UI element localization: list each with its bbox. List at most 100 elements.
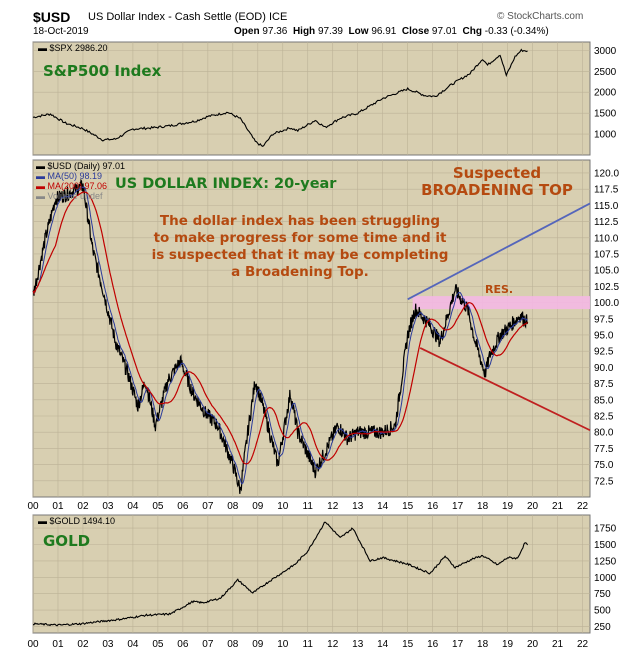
x-tick-label: 06: [177, 639, 189, 650]
x-tick-label: 11: [303, 501, 314, 512]
x-tick-label: 13: [352, 639, 364, 650]
usd-ma50-line: [32, 186, 528, 485]
y-tick-label: 500: [594, 606, 611, 617]
x-tick-label: 20: [527, 639, 539, 650]
y-tick-label: 105.0: [594, 266, 619, 277]
spx-price-line: [32, 48, 528, 147]
y-tick-label: 95.0: [594, 330, 614, 341]
x-tick-label: 19: [502, 501, 514, 512]
y-tick-label: 77.5: [594, 444, 614, 455]
x-tick-label: 07: [202, 501, 214, 512]
y-tick-label: 115.0: [594, 201, 619, 212]
usd-legend-entry: ▬ $USD (Daily) 97.01: [36, 161, 125, 171]
x-tick-label: 15: [402, 501, 414, 512]
y-tick-label: 3000: [594, 46, 617, 57]
resistance-zone: [412, 296, 590, 310]
y-tick-label: 1500: [594, 540, 617, 551]
lower-trendline: [419, 347, 591, 432]
x-tick-label: 00: [27, 501, 39, 512]
y-tick-label: 120.0: [594, 168, 619, 179]
y-tick-label: 92.5: [594, 347, 614, 358]
x-tick-label: 20: [527, 501, 539, 512]
instrument-name: US Dollar Index - Cash Settle (EOD) ICE: [88, 11, 288, 23]
panel-3-background: [32, 514, 591, 634]
x-tick-label: 17: [452, 501, 464, 512]
upper-trendline: [407, 202, 591, 301]
x-tick-label: 11: [303, 639, 314, 650]
ohlc-readout: Open 97.36 High 97.39 Low 96.91 Close 97…: [234, 26, 549, 37]
x-tick-label: 17: [452, 639, 464, 650]
y-tick-label: 107.5: [594, 249, 619, 260]
y-tick-label: 80.0: [594, 428, 614, 439]
pattern-title-line: BROADENING TOP: [421, 181, 573, 199]
y-tick-label: 75.0: [594, 460, 614, 471]
x-tick-label: 01: [52, 639, 64, 650]
usd-ma200-line: [32, 191, 528, 465]
x-tick-label: 21: [552, 501, 564, 512]
usd-legend-entry: ▬ MA(200) 97.06: [36, 181, 107, 191]
x-tick-label: 08: [227, 501, 239, 512]
x-tick-label: 18: [477, 501, 489, 512]
y-tick-label: 87.5: [594, 379, 614, 390]
y-tick-label: 72.5: [594, 476, 614, 487]
quote-date: 18-Oct-2019: [33, 26, 89, 37]
y-tick-label: 250: [594, 622, 611, 633]
x-tick-label: 04: [127, 639, 139, 650]
pattern-title-line: Suspected: [453, 164, 541, 182]
panel-2-background: [32, 159, 591, 498]
x-tick-label: 13: [352, 501, 364, 512]
x-tick-label: 00: [27, 639, 39, 650]
y-tick-label: 1500: [594, 109, 617, 120]
x-tick-label: 07: [202, 639, 214, 650]
x-tick-label: 19: [502, 639, 514, 650]
spx-title: S&P500 Index: [43, 62, 162, 80]
x-tick-label: 12: [327, 501, 339, 512]
x-tick-label: 03: [102, 639, 114, 650]
x-tick-label: 09: [252, 639, 264, 650]
x-tick-label: 22: [577, 501, 589, 512]
y-tick-label: 1750: [594, 524, 617, 535]
y-tick-label: 750: [594, 589, 611, 600]
x-tick-label: 04: [127, 501, 139, 512]
x-tick-label: 16: [427, 501, 439, 512]
x-tick-label: 18: [477, 639, 489, 650]
x-tick-label: 21: [552, 639, 564, 650]
y-tick-label: 100.0: [594, 298, 619, 309]
x-tick-label: 05: [152, 639, 164, 650]
x-tick-label: 10: [277, 639, 289, 650]
x-tick-label: 02: [77, 501, 89, 512]
commentary-line: is suspected that it may be completing: [152, 247, 449, 263]
usd-legend-entry: ▬ MA(50) 98.19: [36, 171, 102, 181]
resistance-label: RES.: [485, 283, 513, 296]
y-tick-label: 1250: [594, 556, 617, 567]
source-credit: © StockCharts.com: [497, 11, 584, 22]
y-tick-label: 1000: [594, 130, 617, 141]
y-tick-label: 97.5: [594, 314, 614, 325]
ticker-symbol: $USD: [33, 9, 71, 25]
y-tick-label: 110.0: [594, 233, 619, 244]
x-tick-label: 16: [427, 639, 439, 650]
x-tick-label: 09: [252, 501, 264, 512]
usd-legend-entry: ▬ Volume undef: [36, 191, 103, 201]
x-tick-label: 22: [577, 639, 589, 650]
x-tick-label: 14: [377, 501, 389, 512]
x-tick-label: 10: [277, 501, 289, 512]
chart-header: $USD US Dollar Index - Cash Settle (EOD)…: [0, 0, 622, 42]
commentary-line: a Broadening Top.: [231, 264, 369, 280]
gold-price-line: [33, 521, 529, 627]
y-tick-label: 82.5: [594, 411, 614, 422]
x-tick-label: 01: [52, 501, 64, 512]
y-tick-label: 85.0: [594, 395, 614, 406]
usd-title: US DOLLAR INDEX: 20-year: [115, 176, 337, 192]
y-tick-label: 2000: [594, 88, 617, 99]
gold-legend: ▬ $GOLD 1494.10: [38, 516, 115, 526]
x-tick-label: 15: [402, 639, 414, 650]
gold-title: GOLD: [43, 532, 90, 550]
x-tick-label: 08: [227, 639, 239, 650]
usd-price-line: [32, 178, 529, 494]
panel-1-background: [32, 41, 591, 156]
x-tick-label: 14: [377, 639, 389, 650]
x-tick-label: 12: [327, 639, 339, 650]
y-tick-label: 117.5: [594, 185, 619, 196]
y-tick-label: 90.0: [594, 363, 614, 374]
